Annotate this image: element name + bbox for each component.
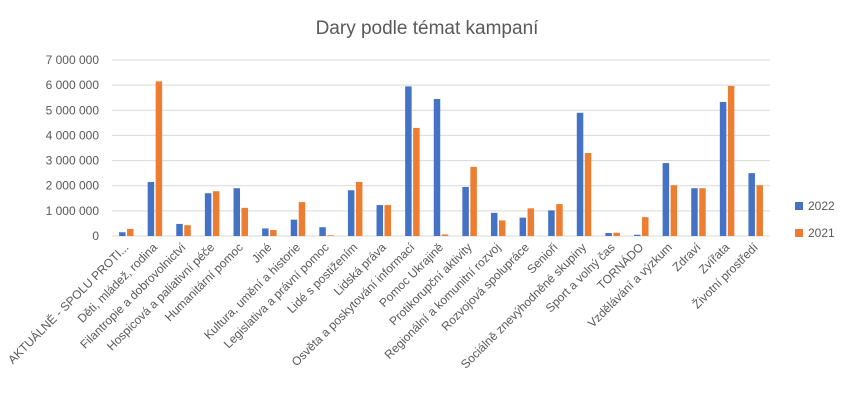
y-tick-label: 2 000 000: [46, 179, 100, 193]
bar-2022: [290, 219, 298, 236]
bar-2021: [384, 205, 392, 236]
bar-2021: [642, 217, 649, 236]
bar-2022: [634, 234, 641, 236]
bar-2021: [727, 85, 735, 236]
bar-2022: [748, 173, 755, 236]
bar-2022: [262, 228, 269, 236]
legend-label: 2022: [808, 199, 835, 213]
bar-2022: [147, 181, 155, 236]
bar-2021: [584, 153, 592, 236]
legend-swatch: [795, 202, 803, 210]
bars: [119, 81, 763, 237]
bar-2022: [319, 227, 326, 236]
bar-2022: [691, 188, 698, 236]
y-tick-label: 6 000 000: [46, 78, 100, 92]
bar-2022: [548, 210, 555, 236]
bar-2021: [699, 188, 706, 236]
bar-2021: [556, 204, 563, 236]
chart-title: Dary podle témat kampaní: [316, 18, 540, 39]
bar-2021: [155, 81, 163, 236]
bar-2021: [184, 225, 191, 236]
bar-2022: [433, 98, 441, 236]
bar-2021: [270, 229, 277, 236]
bar-2022: [462, 186, 469, 236]
bar-2022: [204, 193, 212, 236]
bar-2021: [756, 185, 763, 236]
bar-2022: [490, 212, 498, 236]
bar-2022: [233, 188, 240, 236]
y-tick-label: 5 000 000: [46, 103, 100, 117]
bar-2022: [119, 232, 126, 236]
bar-2021: [613, 232, 620, 236]
y-axis-ticks: 0 1 000 000 2 000 000 3 000 000 4 000 000 5 0…: [46, 53, 100, 243]
bar-2021: [470, 166, 477, 236]
y-tick-label: 0: [92, 229, 99, 243]
bar-2021: [355, 181, 363, 236]
bar-2022: [347, 190, 355, 236]
bar-2021: [127, 228, 134, 236]
bar-2021: [298, 202, 306, 236]
y-tick-label: 7 000 000: [46, 53, 100, 67]
gridlines: [112, 59, 770, 237]
legend-swatch: [795, 229, 803, 237]
bar-2021: [498, 220, 506, 236]
bar-2022: [176, 223, 183, 236]
bar-2021: [413, 127, 420, 236]
bar-2022: [662, 163, 670, 236]
bar-2022: [376, 205, 384, 236]
y-tick-label: 1 000 000: [46, 204, 100, 218]
bar-2022: [519, 217, 527, 236]
bar-2021: [241, 207, 248, 236]
y-tick-label: 3 000 000: [46, 154, 100, 168]
legend-label: 2021: [808, 226, 835, 240]
bar-2022: [605, 232, 612, 236]
x-axis-labels: AKTUÁLNĚ - SPOLU PROTI...Děti, mládež, r…: [4, 239, 761, 371]
bar-2021: [670, 185, 678, 236]
y-tick-label: 4 000 000: [46, 128, 100, 142]
legend: 2022 2021: [795, 199, 835, 240]
bar-2021: [327, 235, 334, 236]
bar-2022: [405, 86, 412, 237]
bar-2021: [441, 234, 449, 236]
bar-2022: [719, 101, 727, 236]
bar-2022: [576, 112, 584, 236]
bar-2021: [212, 191, 220, 236]
bar-2021: [527, 208, 535, 236]
